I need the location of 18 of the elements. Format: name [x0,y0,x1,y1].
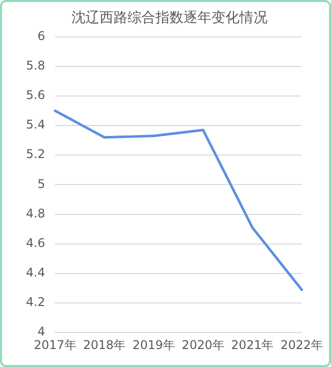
y-tick-label: 5 [37,176,46,191]
y-tick-label: 5.6 [26,88,46,102]
x-tick-label: 2017年 [34,338,76,352]
chart-title: 沈辽西路综合指数逐年变化情况 [72,10,268,26]
y-tick-label: 5.4 [26,118,46,132]
x-tick-label: 2020年 [182,338,224,352]
x-tick-label: 2019年 [132,338,176,352]
y-tick-label: 4 [37,324,46,339]
y-tick-label: 5.8 [26,58,46,73]
y-tick-label: 4.2 [26,295,46,310]
y-tick-label: 4.8 [26,206,46,220]
y-tick-label: 4.4 [26,266,46,280]
y-tick-label: 4.6 [26,236,46,250]
x-tick-label: 2022年 [280,338,324,352]
x-tick-label: 2018年 [83,338,126,352]
y-tick-label: 5.2 [26,147,46,162]
y-tick-label: 6 [37,28,46,43]
x-tick-label: 2021年 [231,338,274,352]
